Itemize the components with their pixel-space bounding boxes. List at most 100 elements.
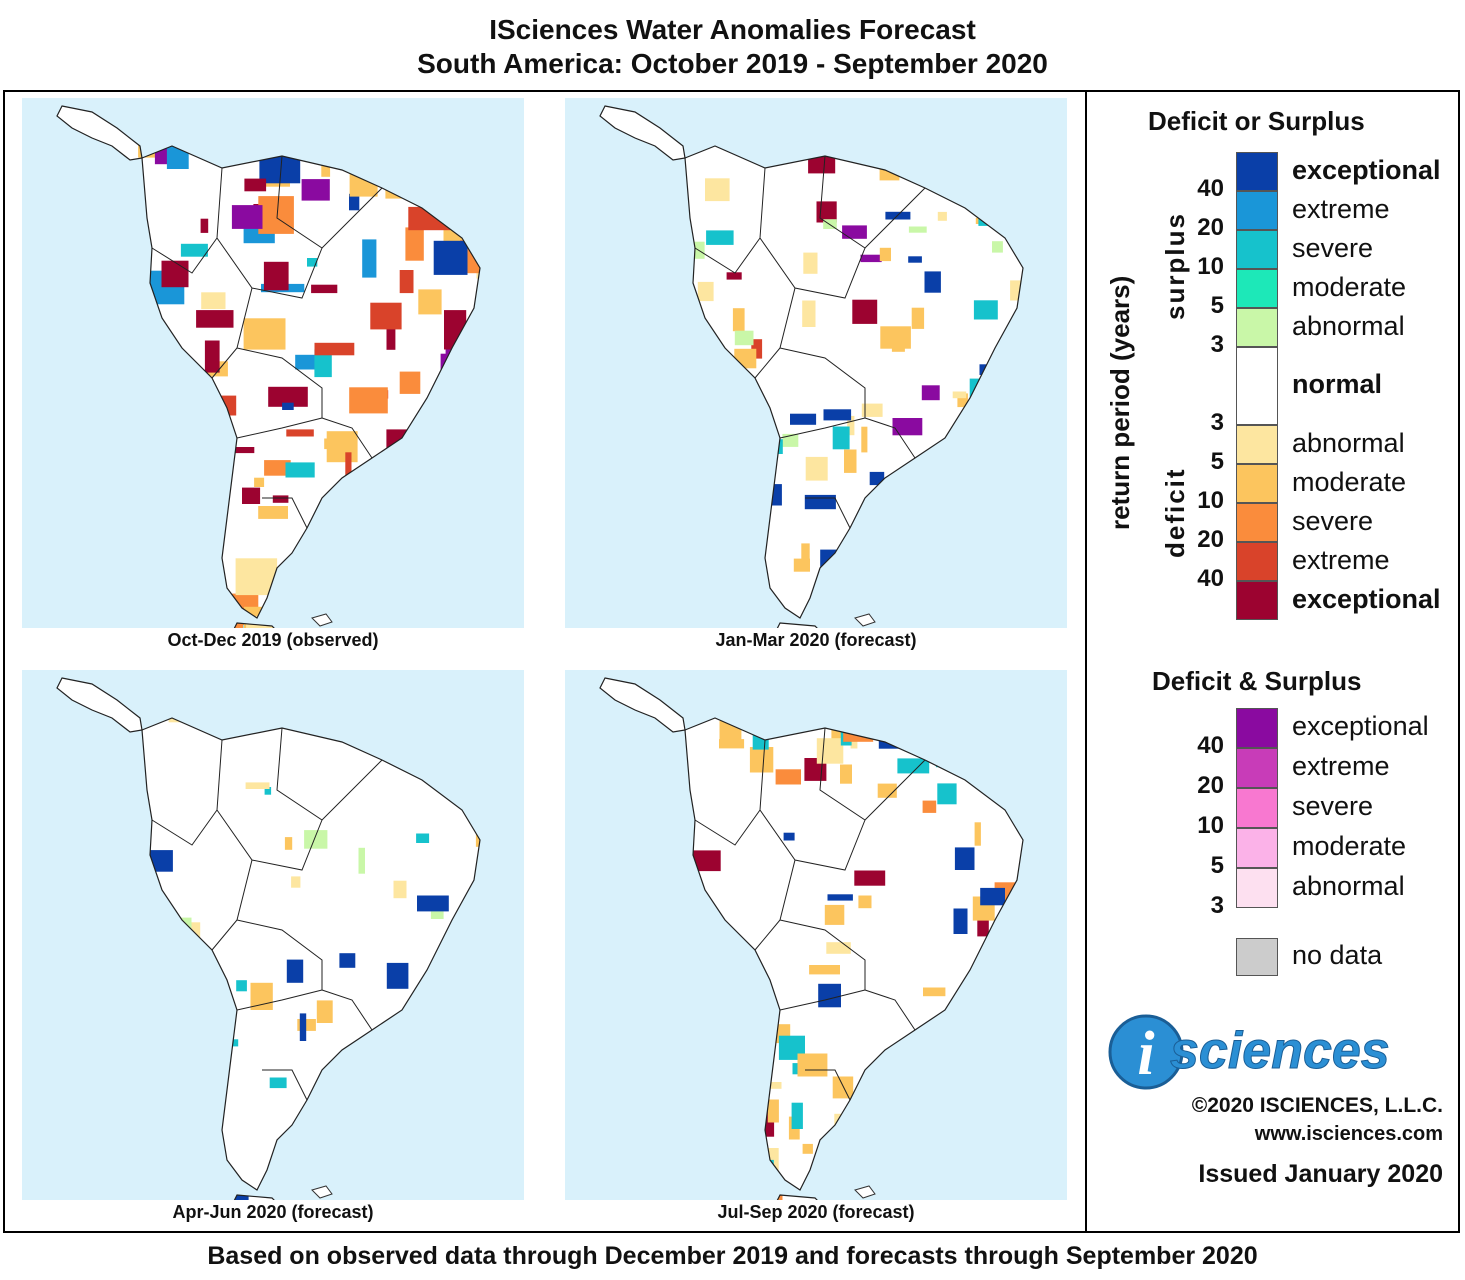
anomaly-cell [827, 894, 853, 901]
anomaly-cell [282, 402, 294, 410]
anomaly-cell [911, 307, 925, 329]
anomaly-cell [832, 1076, 854, 1099]
legend-swatch-legend-surplus-3 [1236, 269, 1278, 308]
country-borders [56, 105, 481, 628]
legend-divider [1085, 90, 1087, 1233]
map-svg-0 [22, 98, 524, 628]
legend-both-rp: 40 [1197, 732, 1224, 759]
legend-title-deficit-and-surplus: Deficit & Surplus [1152, 666, 1362, 696]
legend-both-rp: 5 [1210, 852, 1224, 879]
anomaly-cell [706, 230, 734, 245]
anomaly-cell [230, 1039, 239, 1047]
anomaly-cell [316, 1000, 333, 1023]
anomaly-cell [854, 870, 886, 886]
anomaly-cell [861, 426, 868, 453]
anomaly-cell [751, 339, 763, 359]
legend-surplus-rp: 40 [1197, 175, 1224, 202]
legend-both-rp: 10 [1197, 812, 1224, 839]
legend-label-legend-surplus-1: extreme [1292, 193, 1390, 224]
legend-both-rp: 3 [1210, 892, 1224, 919]
anomaly-cell [399, 270, 414, 294]
anomaly-cell [923, 987, 946, 997]
anomaly-cell [243, 318, 286, 350]
falkland-islands [311, 1185, 333, 1199]
map-panel-jul-sep-2020 [565, 670, 1067, 1200]
anomaly-cell [399, 371, 421, 394]
legend-axis-label: return period (years) [1105, 275, 1135, 530]
legend-swatch-legend-surplus-2 [1236, 230, 1278, 269]
anomaly-cell [749, 747, 774, 773]
legend-label-both-3: moderate [1292, 831, 1407, 861]
anomaly-cell [311, 284, 338, 294]
anomaly-cell [980, 887, 1005, 906]
panel-caption-oct-dec-2019: Oct-Dec 2019 (observed) [167, 630, 379, 650]
anomaly-cell [790, 413, 817, 425]
anomaly-cell [921, 385, 940, 401]
map-svg-3 [565, 670, 1067, 1200]
anomaly-cell [801, 543, 810, 562]
anomaly-cell [258, 506, 288, 519]
anomaly-cell [892, 418, 923, 436]
legend-swatch-both-1 [1236, 748, 1278, 788]
legend-swatch-legend-surplus-1 [1236, 191, 1278, 230]
anomaly-cell [180, 243, 208, 257]
anomaly-cell [824, 904, 845, 925]
anomaly-cell [345, 452, 352, 489]
legend-deficit-rp: 5 [1210, 448, 1224, 475]
anomaly-cell [977, 910, 989, 937]
anomaly-cell [362, 239, 377, 278]
map-subtitle: South America: October 2019 - September … [417, 48, 1048, 79]
anomaly-cell [897, 758, 930, 774]
central-america-land [57, 678, 142, 732]
anomaly-cell [823, 409, 852, 421]
anomaly-cell [957, 393, 968, 408]
legend-swatch-legend-deficit-3 [1236, 542, 1278, 581]
anomaly-cell [268, 386, 308, 407]
legend-label-legend-surplus-2: severe [1292, 232, 1374, 263]
legend-label-no-data: no data [1292, 940, 1383, 970]
legend-deficit-rp: 3 [1210, 409, 1224, 436]
anomaly-cell [244, 178, 267, 192]
anomaly-cell [228, 1193, 249, 1200]
legend-surplus-rp: 5 [1210, 292, 1224, 319]
anomaly-cell [200, 218, 209, 233]
anomaly-cell [805, 456, 828, 481]
anomaly-cell [775, 769, 801, 785]
legend-label-legend-surplus-0: exceptional [1292, 154, 1441, 185]
map-panel-oct-dec-2019 [22, 98, 524, 628]
anomaly-cell [797, 1053, 828, 1077]
anomaly-cell [196, 310, 234, 328]
logo-i: i [1137, 1020, 1154, 1088]
legend-label-legend-normal: normal [1292, 369, 1383, 399]
legend-surplus-rp: 10 [1197, 253, 1224, 280]
anomaly-cell [974, 822, 981, 846]
legend-deficit-rp: 40 [1197, 565, 1224, 592]
anomaly-cell [272, 495, 289, 503]
anomaly-cell [242, 487, 261, 504]
anomaly-cell [879, 247, 891, 262]
anomaly-cell [286, 429, 314, 437]
legend-title-deficit-or-surplus: Deficit or Surplus [1148, 106, 1365, 136]
anomaly-cell [802, 300, 816, 327]
legend-label-both-1: extreme [1292, 751, 1390, 781]
anomaly-cell [349, 387, 388, 414]
panel-caption-apr-jun-2020: Apr-Jun 2020 (forecast) [172, 1202, 374, 1222]
anomaly-cell [433, 240, 468, 275]
legend-swatch-legend-deficit-0 [1236, 425, 1278, 464]
falkland-islands [854, 1185, 876, 1199]
legend-swatch-both-2 [1236, 788, 1278, 828]
legend-swatch-both-3 [1236, 828, 1278, 868]
anomaly-cell [314, 349, 332, 378]
anomaly-cell [386, 322, 396, 350]
anomaly-cell [861, 403, 883, 417]
anomaly-cell [304, 830, 328, 849]
anomaly-cell [952, 391, 967, 399]
map-title: ISciences Water Anomalies Forecast [489, 14, 976, 45]
anomaly-cell [791, 1102, 803, 1129]
anomaly-cell [430, 911, 444, 919]
falkland-islands [854, 613, 876, 627]
anomaly-cell [732, 308, 745, 332]
footer-note: Based on observed data through December … [207, 1242, 1258, 1270]
anomaly-cell [767, 1099, 779, 1123]
central-america-land [600, 106, 685, 160]
